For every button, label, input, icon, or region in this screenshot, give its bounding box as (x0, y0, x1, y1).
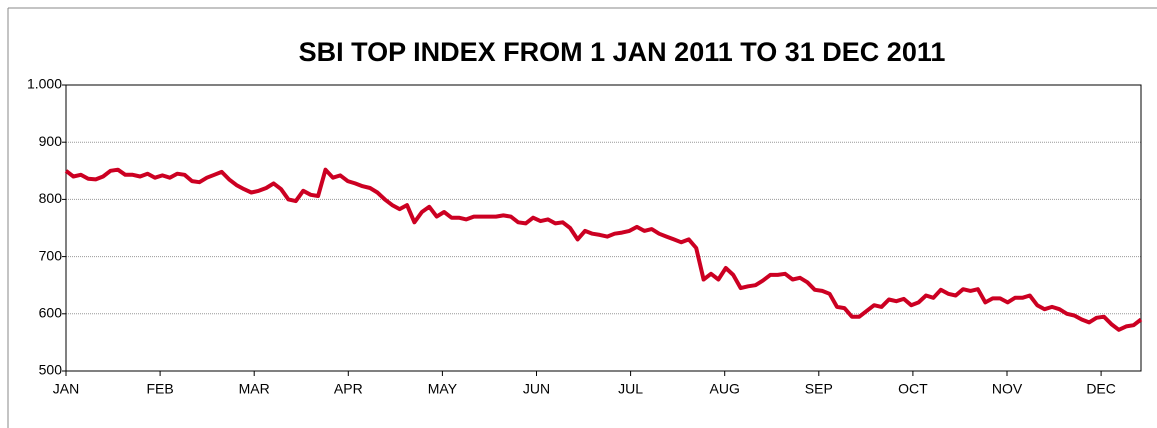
x-tick-label: MAR (239, 381, 270, 397)
y-tick-label: 700 (39, 247, 63, 263)
x-tick-label: FEB (146, 381, 173, 397)
chart-title: SBI TOP INDEX FROM 1 JAN 2011 TO 31 DEC … (299, 37, 946, 67)
y-tick-label: 900 (39, 133, 63, 149)
x-tick-label: DEC (1086, 381, 1116, 397)
y-tick-label: 600 (39, 305, 63, 321)
x-tick-label: OCT (898, 381, 928, 397)
x-tick-label: APR (334, 381, 363, 397)
line-series (64, 167, 1143, 332)
x-tick-label: AUG (710, 381, 740, 397)
x-tick-label: JUN (523, 381, 550, 397)
y-tick-label: 1.000 (27, 76, 62, 92)
y-tick-label: 800 (39, 190, 63, 206)
x-tick-label: SEP (805, 381, 833, 397)
x-tick-label: JAN (53, 381, 79, 397)
x-tick-label: MAY (428, 381, 458, 397)
plot-border (65, 84, 1142, 372)
x-tick-label: JUL (618, 381, 643, 397)
y-tick-label: 500 (39, 362, 63, 378)
x-tick-label: NOV (992, 381, 1023, 397)
